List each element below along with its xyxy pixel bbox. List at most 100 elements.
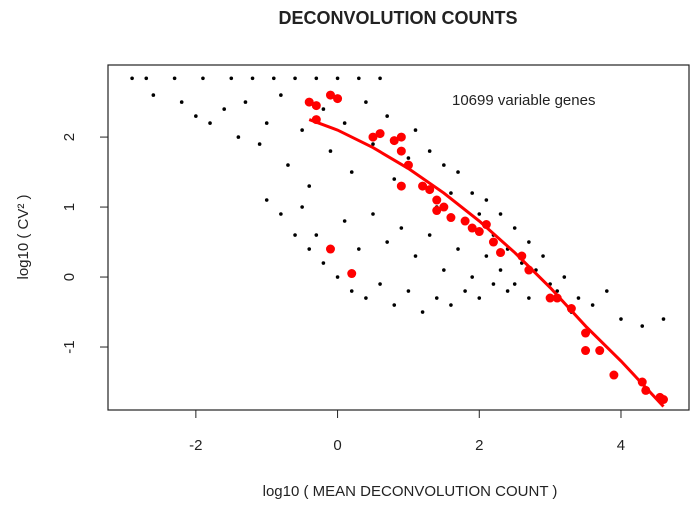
- highlight-point: [325, 244, 335, 254]
- x-axis-label: log10 ( MEAN DECONVOLUTION COUNT ): [263, 483, 558, 500]
- gene-point: [357, 247, 361, 251]
- gene-point: [505, 289, 510, 293]
- gene-point: [307, 184, 312, 188]
- gene-point: [201, 76, 205, 81]
- highlight-point: [311, 101, 321, 111]
- gene-point: [470, 191, 474, 195]
- gene-point: [300, 205, 304, 209]
- highlight-point: [581, 346, 591, 356]
- gene-point: [449, 303, 453, 307]
- highlight-point: [304, 97, 314, 107]
- gene-point: [279, 212, 283, 216]
- gene-point: [392, 303, 397, 307]
- gene-point: [179, 100, 184, 104]
- gene-point: [463, 289, 467, 293]
- gene-point: [378, 282, 382, 286]
- gene-point: [590, 303, 595, 307]
- highlight-point: [488, 237, 498, 247]
- gene-point: [349, 170, 354, 174]
- gene-point: [144, 76, 149, 81]
- y-tick-label: 1: [61, 203, 78, 211]
- gene-point: [498, 212, 503, 216]
- gene-point: [371, 212, 375, 216]
- gene-point: [342, 219, 347, 223]
- gene-point: [619, 317, 623, 321]
- gene-point: [605, 289, 609, 293]
- gene-point: [491, 282, 496, 286]
- x-tick-label: 4: [617, 437, 625, 454]
- gene-point: [151, 93, 156, 97]
- gene-point: [264, 121, 269, 125]
- gene-point: [420, 310, 425, 314]
- fit-line: [308, 118, 665, 408]
- gene-point: [194, 114, 198, 118]
- gene-point: [449, 191, 453, 195]
- gene-point: [335, 76, 340, 81]
- highlight-point: [432, 195, 442, 205]
- chart-title: DECONVOLUTION COUNTS: [278, 8, 517, 28]
- gene-point: [413, 128, 418, 132]
- highlight-point: [474, 227, 484, 237]
- highlight-point: [333, 94, 343, 104]
- y-tick-label: 2: [61, 133, 78, 141]
- gene-point: [576, 296, 581, 300]
- highlight-point: [425, 185, 435, 195]
- gene-point: [293, 76, 297, 81]
- gene-point: [307, 247, 312, 251]
- highlight-point: [375, 129, 385, 139]
- highlight-point: [368, 132, 378, 142]
- highlight-point: [460, 216, 470, 226]
- highlight-point: [609, 370, 619, 380]
- highlight-point: [396, 181, 406, 191]
- highlight-point: [496, 248, 506, 258]
- gene-point: [321, 107, 326, 111]
- gene-point: [399, 226, 404, 230]
- highlight-point: [396, 146, 406, 156]
- gene-point: [498, 268, 503, 272]
- gene-point: [335, 275, 340, 279]
- gene-point: [541, 254, 545, 258]
- gene-point: [293, 233, 297, 237]
- highlight-point: [446, 213, 456, 223]
- highlight-point: [439, 202, 449, 212]
- gene-point: [349, 289, 354, 293]
- gene-point: [328, 149, 333, 153]
- gene-point: [456, 247, 460, 251]
- annotation: 10699 variable genes: [452, 92, 595, 109]
- gene-point: [257, 142, 262, 146]
- gene-point: [527, 296, 531, 300]
- gene-point: [371, 142, 375, 146]
- gene-point: [477, 212, 482, 216]
- highlight-point: [467, 223, 477, 233]
- highlight-point: [396, 132, 406, 142]
- gene-point: [477, 296, 482, 300]
- gene-point: [640, 324, 645, 328]
- gene-point: [434, 296, 439, 300]
- x-tick-label: 2: [475, 437, 483, 454]
- highlight-point: [432, 206, 442, 216]
- gene-point: [342, 121, 347, 125]
- gene-point: [236, 135, 241, 139]
- gene-point: [392, 177, 397, 181]
- gene-point: [442, 268, 446, 272]
- x-tick-label: -2: [189, 437, 202, 454]
- gene-point: [555, 289, 560, 293]
- gene-point: [413, 254, 418, 258]
- gene-point: [484, 198, 489, 202]
- gene-point: [222, 107, 226, 111]
- gene-point: [512, 226, 517, 230]
- gene-point: [357, 76, 361, 81]
- gene-point: [172, 76, 177, 81]
- gene-point: [286, 163, 290, 167]
- x-tick-label: 0: [333, 437, 341, 454]
- highlight-point: [325, 90, 335, 100]
- gene-point: [279, 93, 283, 97]
- gene-point: [512, 282, 517, 286]
- gene-point: [562, 275, 567, 279]
- gene-point: [271, 76, 276, 81]
- gene-point: [300, 128, 304, 132]
- gene-point: [250, 76, 255, 81]
- gene-point: [130, 76, 134, 81]
- highlight-point: [418, 181, 428, 191]
